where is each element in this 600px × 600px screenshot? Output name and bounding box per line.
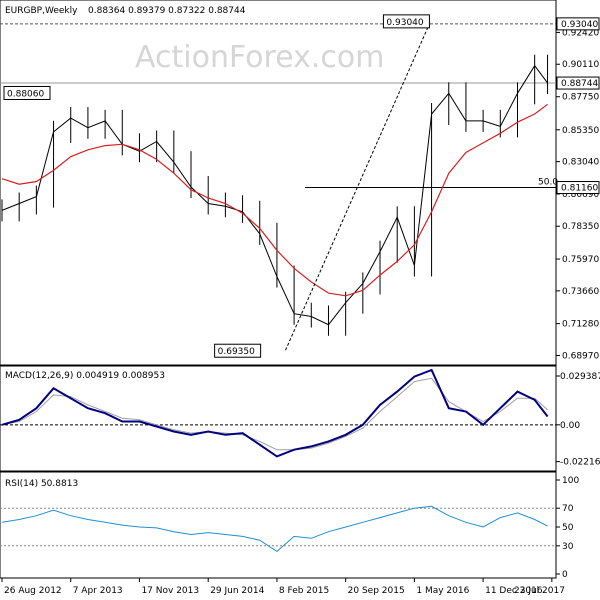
trendline <box>285 23 430 351</box>
rsi-y-tick-label: 50 <box>562 523 574 533</box>
macd-series <box>0 368 556 458</box>
x-tick-label: 23 Jul 2017 <box>514 586 565 596</box>
x-tick-label: 20 Sep 2015 <box>348 586 405 596</box>
macd-pane: MACD(12,26,9) 0.004919 0.008953 0.029387… <box>0 365 600 472</box>
price-y-tick-label: 0.73660 <box>562 287 599 297</box>
macd-title: MACD(12,26,9) 0.004919 0.008953 <box>5 371 165 381</box>
macd-y-tick-label: -0.022161 <box>560 458 600 468</box>
annotation-box <box>214 343 262 358</box>
price-y-tick-label: 0.92420 <box>562 28 599 38</box>
annotation-box <box>382 14 430 29</box>
x-tick-label: 1 May 2016 <box>416 586 469 596</box>
x-tick-label: 11 Dec 2016 <box>485 586 543 596</box>
rsi-y-tick-label: 30 <box>562 542 574 552</box>
rsi-series <box>0 505 556 553</box>
price-y-tick-label: 0.78350 <box>562 222 599 232</box>
macd-y-tick-label: 0.029387 <box>560 372 600 382</box>
rsi-pane-frame <box>0 471 557 579</box>
price-box-label: 0.93040 <box>561 20 598 30</box>
price-y-tick-label: 0.75970 <box>562 255 599 265</box>
price-annotations: 0.93040 0.88060 0.69350 <box>3 14 430 358</box>
annotation-label: 0.93040 <box>386 18 423 28</box>
price-box-label: 0.81160 <box>561 184 598 194</box>
price-box-label: 0.88744 <box>561 79 598 89</box>
moving-average-line <box>1 103 548 297</box>
price-y-tick-label: 0.87750 <box>562 93 599 103</box>
price-y-tick-label: 0.90110 <box>562 60 599 70</box>
annotation-box <box>3 85 51 100</box>
price-line <box>1 64 549 326</box>
price-pane: ActionForex.com EURGBP,Weekly 0.88364 0.… <box>0 0 600 366</box>
price-title: EURGBP,Weekly <box>5 6 78 16</box>
watermark: ActionForex.com <box>135 40 384 75</box>
rsi-title: RSI(14) 50.8813 <box>5 479 78 489</box>
price-box <box>556 76 600 90</box>
rsi-line <box>1 505 548 553</box>
price-box <box>556 181 600 195</box>
price-y-tick-label: 0.68970 <box>562 351 599 361</box>
price-levels: 50.0 <box>0 23 558 189</box>
macd-signal-line <box>1 377 548 451</box>
annotation-label: 0.69350 <box>218 347 255 357</box>
price-series <box>1 23 549 351</box>
macd-y-tick-label: 0.00 <box>560 421 580 431</box>
price-y-tick-label: 0.85350 <box>562 126 599 136</box>
macd-line <box>1 368 549 458</box>
price-ohlc-values: 0.88364 0.89379 0.87322 0.88744 <box>88 6 246 16</box>
x-tick-label: 26 Aug 2012 <box>4 586 62 596</box>
rsi-y-axis: 100 70 50 30 0 <box>556 476 579 580</box>
fib-50-label: 50.0 <box>538 178 558 188</box>
macd-pane-frame <box>0 365 557 472</box>
rsi-pane: RSI(14) 50.8813 100 70 50 30 0 <box>0 471 579 580</box>
rsi-y-tick-label: 70 <box>562 504 574 514</box>
x-tick-label: 17 Nov 2013 <box>141 586 199 596</box>
rsi-y-tick-label: 0 <box>562 570 568 580</box>
x-tick-label: 29 Jun 2014 <box>210 586 264 596</box>
x-axis: 26 Aug 2012 7 Apr 2013 17 Nov 2013 29 Jun 2… <box>1 578 565 596</box>
x-tick-label: 8 Feb 2015 <box>279 586 329 596</box>
price-y-tick-label: 0.83040 <box>562 158 599 168</box>
annotation-label: 0.88060 <box>7 89 44 99</box>
price-y-tick-label: 0.80690 <box>562 190 599 200</box>
rsi-y-tick-label: 100 <box>562 476 579 486</box>
price-pane-frame <box>0 0 557 366</box>
price-box <box>556 17 600 31</box>
x-tick-label: 7 Apr 2013 <box>73 586 123 596</box>
macd-y-axis: 0.029387 0.00 -0.022161 <box>556 372 600 468</box>
price-y-tick-label: 0.71280 <box>562 320 599 330</box>
price-y-axis: 0.92420 0.90110 0.87750 0.85350 0.83040 0.806… <box>556 17 600 361</box>
